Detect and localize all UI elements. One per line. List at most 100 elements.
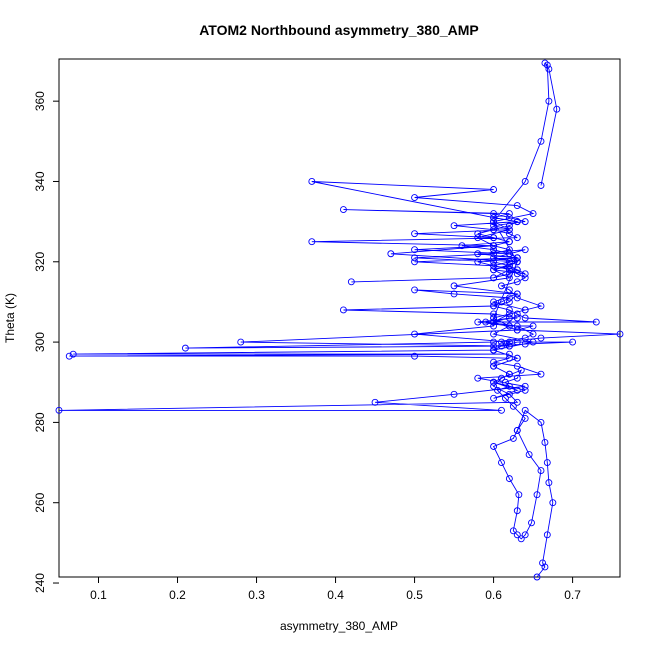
data-point xyxy=(411,194,419,201)
x-tick-label: 0.5 xyxy=(406,588,423,602)
x-tick-label: 0.2 xyxy=(169,588,186,602)
data-point xyxy=(505,210,513,218)
data-point xyxy=(513,258,521,266)
data-point xyxy=(505,258,513,266)
data-point xyxy=(521,531,529,539)
data-point xyxy=(505,270,513,278)
data-point xyxy=(498,342,505,350)
data-point xyxy=(450,290,458,298)
data-point xyxy=(490,342,498,350)
data-point xyxy=(529,338,537,346)
data-point xyxy=(65,352,73,360)
data-point xyxy=(541,439,549,446)
x-tick-label: 0.1 xyxy=(90,588,107,602)
data-point xyxy=(592,318,600,326)
data-point xyxy=(505,306,513,314)
y-tick-label: 320 xyxy=(33,251,47,271)
y-tick-label: 260 xyxy=(33,492,47,512)
data-point xyxy=(490,314,498,322)
y-tick-label: 240 xyxy=(33,573,47,593)
data-point xyxy=(474,258,482,266)
data-point xyxy=(490,346,498,354)
data-point xyxy=(545,65,553,73)
data-point xyxy=(537,467,545,475)
data-point xyxy=(515,491,523,499)
data-point xyxy=(529,322,537,330)
data-point xyxy=(474,318,482,326)
data-point xyxy=(69,350,77,358)
data-point xyxy=(517,366,525,374)
data-point xyxy=(490,226,498,234)
data-point xyxy=(525,451,533,458)
data-point xyxy=(505,298,513,306)
data-point xyxy=(545,479,553,487)
data-point xyxy=(521,382,529,390)
data-point xyxy=(494,386,501,394)
data-point xyxy=(521,218,529,226)
data-point xyxy=(505,475,513,483)
series-line xyxy=(58,62,621,578)
data-point xyxy=(521,314,529,322)
data-point xyxy=(411,254,419,262)
data-point xyxy=(474,250,482,258)
data-point xyxy=(537,182,545,189)
data-point xyxy=(541,59,549,67)
data-point xyxy=(505,250,513,258)
data-point xyxy=(490,298,498,306)
data-point xyxy=(505,350,513,358)
data-point xyxy=(308,238,316,246)
data-point xyxy=(450,282,458,290)
data-point xyxy=(513,218,521,226)
data-point xyxy=(521,270,529,278)
data-point xyxy=(521,178,529,185)
data-point xyxy=(505,274,513,282)
data-point xyxy=(340,206,347,214)
data-point xyxy=(55,406,63,414)
data-point xyxy=(513,362,521,370)
data-point xyxy=(490,222,498,230)
data-point xyxy=(513,374,521,382)
data-point xyxy=(537,302,545,310)
data-point xyxy=(537,334,545,342)
data-point xyxy=(513,266,521,274)
data-point xyxy=(521,334,529,342)
data-point xyxy=(569,338,577,346)
data-point xyxy=(490,250,498,258)
data-point xyxy=(505,222,513,230)
data-point xyxy=(490,443,498,450)
data-point xyxy=(474,230,482,238)
data-point xyxy=(490,218,498,226)
data-point xyxy=(529,330,537,338)
data-point xyxy=(509,435,517,442)
data-point xyxy=(498,406,505,414)
data-point xyxy=(537,370,545,378)
y-axis: 240 260 280 300 320 340 360 xyxy=(33,91,59,593)
data-point xyxy=(490,242,498,250)
data-point xyxy=(490,378,498,386)
data-point xyxy=(371,398,379,406)
data-point xyxy=(505,382,513,390)
data-point xyxy=(498,338,505,346)
x-tick-label: 0.6 xyxy=(485,588,502,602)
data-point xyxy=(505,286,513,294)
plot-frame xyxy=(58,58,621,578)
x-tick-label: 0.3 xyxy=(248,588,265,602)
data-point xyxy=(513,531,521,539)
x-axis-label: asymmetry_380_AMP xyxy=(280,619,398,633)
x-tick-label: 0.7 xyxy=(564,588,581,602)
data-point xyxy=(411,330,419,338)
data-point xyxy=(505,262,513,270)
data-point xyxy=(543,61,551,69)
data-point xyxy=(347,278,355,286)
data-point xyxy=(498,282,505,290)
data-point xyxy=(543,531,551,539)
data-point xyxy=(501,378,509,386)
data-point xyxy=(411,352,419,360)
data-point xyxy=(490,394,498,402)
data-point xyxy=(537,418,545,426)
data-point xyxy=(490,262,498,270)
data-point xyxy=(521,306,529,314)
data-point xyxy=(490,302,498,310)
data-point xyxy=(490,210,498,218)
data-point xyxy=(387,250,395,258)
